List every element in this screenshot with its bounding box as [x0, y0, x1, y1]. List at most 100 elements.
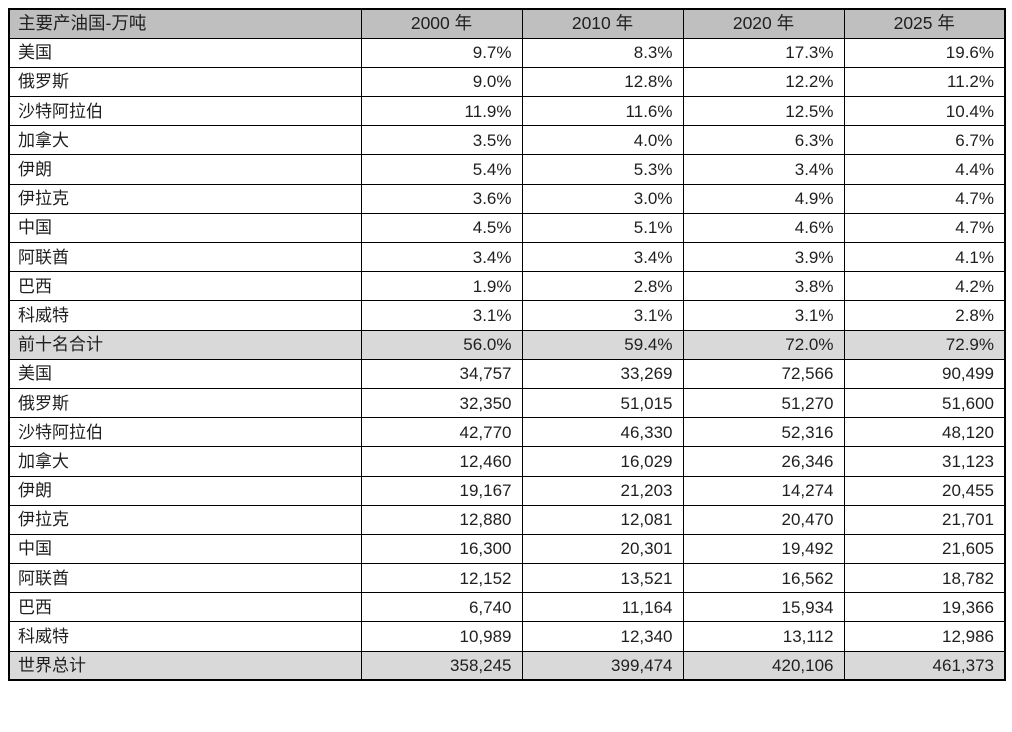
value-cell: 8.3%: [521, 37, 684, 68]
value-cell: 26,346: [682, 446, 845, 477]
table-row: 美国 9.7% 8.3% 17.3% 19.6%: [8, 37, 1006, 68]
table-row: 科威特 10,989 12,340 13,112 12,986: [8, 621, 1006, 652]
value-cell: 4.4%: [843, 154, 1006, 185]
value-cell: 32,350: [360, 387, 523, 419]
row-label: 伊朗: [8, 154, 362, 185]
column-header-2020: 2020 年: [682, 8, 845, 39]
row-label: 俄罗斯: [8, 387, 362, 419]
value-cell: 21,605: [843, 533, 1006, 565]
value-cell: 3.5%: [360, 125, 523, 156]
value-cell: 4.0%: [521, 125, 684, 156]
value-cell: 34,757: [360, 358, 523, 389]
row-label: 巴西: [8, 271, 362, 302]
value-cell: 19,492: [682, 533, 845, 565]
row-label: 加拿大: [8, 446, 362, 477]
table-title-cell: 主要产油国-万吨: [8, 8, 362, 39]
table-row: 沙特阿拉伯 11.9% 11.6% 12.5% 10.4%: [8, 96, 1006, 127]
value-cell: 3.0%: [521, 183, 684, 214]
row-label: 沙特阿拉伯: [8, 417, 362, 448]
row-label: 伊朗: [8, 475, 362, 506]
row-label: 美国: [8, 358, 362, 389]
value-cell: 13,112: [682, 621, 845, 652]
value-cell: 51,015: [521, 387, 684, 419]
row-label: 科威特: [8, 621, 362, 652]
value-cell: 13,521: [521, 563, 684, 594]
summary-row: 前十名合计 56.0% 59.4% 72.0% 72.9%: [8, 329, 1006, 360]
value-cell: 2.8%: [521, 271, 684, 302]
value-cell: 9.0%: [360, 66, 523, 98]
value-cell: 10.4%: [843, 96, 1006, 127]
value-cell: 59.4%: [521, 329, 684, 360]
value-cell: 5.1%: [521, 212, 684, 244]
table-row: 中国 16,300 20,301 19,492 21,605: [8, 533, 1006, 565]
value-cell: 4.9%: [682, 183, 845, 214]
value-cell: 14,274: [682, 475, 845, 506]
value-cell: 358,245: [360, 650, 523, 681]
value-cell: 15,934: [682, 592, 845, 623]
row-label: 前十名合计: [8, 329, 362, 360]
value-cell: 3.1%: [521, 300, 684, 331]
row-label: 伊拉克: [8, 183, 362, 214]
row-label: 美国: [8, 37, 362, 68]
value-cell: 4.7%: [843, 212, 1006, 244]
value-cell: 1.9%: [360, 271, 523, 302]
value-cell: 20,301: [521, 533, 684, 565]
row-label: 科威特: [8, 300, 362, 331]
value-cell: 21,701: [843, 504, 1006, 535]
value-cell: 12.2%: [682, 66, 845, 98]
row-label: 阿联酋: [8, 563, 362, 594]
row-label: 中国: [8, 212, 362, 244]
table-row: 伊拉克 3.6% 3.0% 4.9% 4.7%: [8, 183, 1006, 214]
value-cell: 3.1%: [682, 300, 845, 331]
value-cell: 19.6%: [843, 37, 1006, 68]
table-row: 伊朗 19,167 21,203 14,274 20,455: [8, 475, 1006, 506]
value-cell: 461,373: [843, 650, 1006, 681]
value-cell: 42,770: [360, 417, 523, 448]
value-cell: 51,270: [682, 387, 845, 419]
table-body: 美国 9.7% 8.3% 17.3% 19.6% 俄罗斯 9.0% 12.8% 12.2% 11.…: [8, 37, 1006, 681]
value-cell: 12,152: [360, 563, 523, 594]
value-cell: 399,474: [521, 650, 684, 681]
value-cell: 12,986: [843, 621, 1006, 652]
table-row: 科威特 3.1% 3.1% 3.1% 2.8%: [8, 300, 1006, 331]
value-cell: 12,340: [521, 621, 684, 652]
oil-producers-table: 主要产油国-万吨 2000 年 2010 年 2020 年 2025 年 美国 9…: [8, 8, 1006, 682]
value-cell: 11,164: [521, 592, 684, 623]
value-cell: 5.4%: [360, 154, 523, 185]
value-cell: 56.0%: [360, 329, 523, 360]
value-cell: 16,029: [521, 446, 684, 477]
column-header-2010: 2010 年: [521, 8, 684, 39]
value-cell: 17.3%: [682, 37, 845, 68]
value-cell: 6.3%: [682, 125, 845, 156]
value-cell: 9.7%: [360, 37, 523, 68]
value-cell: 4.2%: [843, 271, 1006, 302]
summary-row: 世界总计 358,245 399,474 420,106 461,373: [8, 650, 1006, 681]
table-row: 巴西 6,740 11,164 15,934 19,366: [8, 592, 1006, 623]
value-cell: 46,330: [521, 417, 684, 448]
value-cell: 4.6%: [682, 212, 845, 244]
value-cell: 16,300: [360, 533, 523, 565]
value-cell: 11.9%: [360, 96, 523, 127]
row-label: 俄罗斯: [8, 66, 362, 98]
table-row: 伊朗 5.4% 5.3% 3.4% 4.4%: [8, 154, 1006, 185]
value-cell: 12,081: [521, 504, 684, 535]
value-cell: 19,167: [360, 475, 523, 506]
value-cell: 11.2%: [843, 66, 1006, 98]
value-cell: 4.1%: [843, 241, 1006, 273]
table-row: 加拿大 3.5% 4.0% 6.3% 6.7%: [8, 125, 1006, 156]
value-cell: 16,562: [682, 563, 845, 594]
row-label: 巴西: [8, 592, 362, 623]
column-header-2000: 2000 年: [360, 8, 523, 39]
value-cell: 12.5%: [682, 96, 845, 127]
value-cell: 5.3%: [521, 154, 684, 185]
table-row: 阿联酋 3.4% 3.4% 3.9% 4.1%: [8, 241, 1006, 273]
value-cell: 4.5%: [360, 212, 523, 244]
value-cell: 72.0%: [682, 329, 845, 360]
value-cell: 48,120: [843, 417, 1006, 448]
value-cell: 18,782: [843, 563, 1006, 594]
value-cell: 20,455: [843, 475, 1006, 506]
table-row: 沙特阿拉伯 42,770 46,330 52,316 48,120: [8, 417, 1006, 448]
value-cell: 6,740: [360, 592, 523, 623]
row-label: 沙特阿拉伯: [8, 96, 362, 127]
value-cell: 31,123: [843, 446, 1006, 477]
